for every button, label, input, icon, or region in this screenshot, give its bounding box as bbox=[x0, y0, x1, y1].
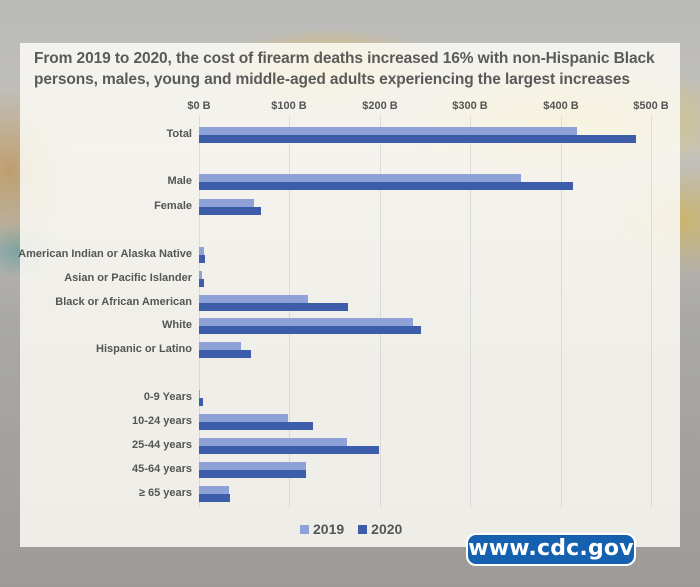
legend-swatch-2020 bbox=[358, 524, 368, 534]
bar-2020 bbox=[199, 135, 637, 143]
bar-2020 bbox=[199, 422, 314, 430]
bar-2020 bbox=[199, 303, 349, 311]
category-label: Total bbox=[166, 128, 192, 140]
category-label: Hispanic or Latino bbox=[96, 343, 192, 355]
bar-2020 bbox=[199, 494, 230, 502]
legend-item-2020: 2020 bbox=[358, 521, 402, 537]
category-label: Male bbox=[167, 175, 192, 187]
x-tick-500: $500 B bbox=[633, 100, 669, 112]
gridline bbox=[651, 116, 652, 508]
bar-2020 bbox=[199, 350, 252, 358]
bar-2020 bbox=[199, 326, 421, 334]
bar-2019 bbox=[199, 271, 202, 279]
cdc-website-badge[interactable]: www.cdc.gov bbox=[466, 533, 636, 566]
bar-2019 bbox=[199, 414, 288, 422]
category-label: ≥ 65 years bbox=[138, 487, 192, 499]
gridline bbox=[561, 116, 562, 508]
legend-label-2020: 2020 bbox=[371, 521, 403, 537]
bar-2019 bbox=[199, 199, 255, 207]
bar-2019 bbox=[199, 462, 306, 470]
bar-2019 bbox=[199, 295, 308, 303]
bar-2020 bbox=[199, 182, 573, 190]
bar-2020 bbox=[199, 470, 306, 478]
gridline bbox=[289, 116, 290, 508]
bar-2019 bbox=[199, 127, 578, 135]
category-label: 10-24 years bbox=[132, 415, 192, 427]
category-label: White bbox=[162, 319, 192, 331]
x-tick-300: $300 B bbox=[452, 100, 488, 112]
bar-2020 bbox=[199, 279, 204, 287]
category-label: American Indian or Alaska Native bbox=[18, 248, 192, 260]
bar-2019 bbox=[199, 318, 414, 326]
bar-2020 bbox=[199, 446, 380, 454]
category-label: Female bbox=[154, 200, 192, 212]
gridline bbox=[380, 116, 381, 508]
bar-2019 bbox=[199, 174, 522, 182]
bar-2019 bbox=[199, 247, 205, 255]
bar-2020 bbox=[199, 398, 203, 406]
category-label: 0-9 Years bbox=[143, 391, 192, 403]
bar-2019 bbox=[199, 390, 200, 398]
legend-swatch-2019 bbox=[300, 524, 309, 534]
legend-label-2019: 2019 bbox=[313, 521, 345, 537]
category-label: 45-64 years bbox=[132, 463, 192, 475]
bar-2020 bbox=[199, 207, 261, 215]
chart-title: From 2019 to 2020, the cost of firearm d… bbox=[34, 50, 655, 88]
x-tick-100: $100 B bbox=[271, 100, 307, 112]
legend: 2019 2020 bbox=[300, 521, 416, 537]
x-tick-200: $200 B bbox=[362, 100, 398, 112]
category-label: 25-44 years bbox=[132, 439, 192, 451]
gridline bbox=[470, 116, 471, 508]
category-label: Asian or Pacific Islander bbox=[64, 272, 192, 284]
x-tick-0: $0 B bbox=[187, 100, 211, 112]
legend-item-2019: 2019 bbox=[300, 521, 344, 537]
bar-2019 bbox=[199, 486, 229, 494]
bar-2019 bbox=[199, 342, 241, 350]
bar-2020 bbox=[199, 255, 206, 263]
gridline bbox=[199, 116, 200, 508]
x-tick-400: $400 B bbox=[543, 100, 579, 112]
bar-2019 bbox=[199, 438, 347, 446]
category-label: Black or African American bbox=[55, 296, 192, 308]
chart-panel bbox=[20, 43, 680, 547]
